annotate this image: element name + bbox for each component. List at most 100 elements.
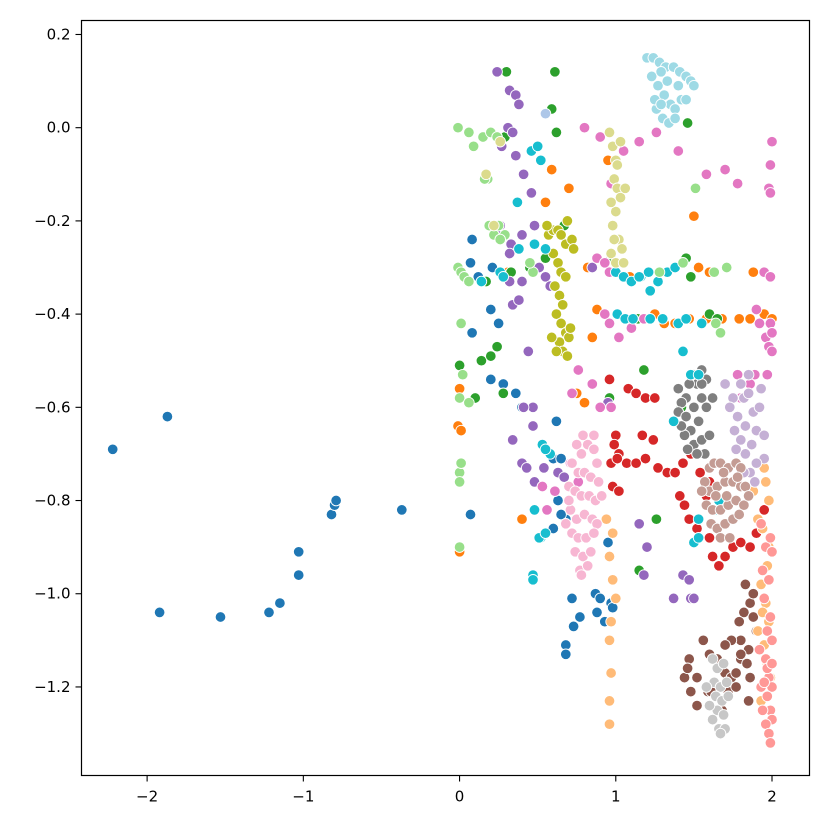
- data-point: [463, 396, 475, 409]
- data-point: [730, 681, 742, 693]
- data-point: [753, 643, 766, 656]
- data-point: [586, 378, 599, 390]
- data-point: [594, 131, 606, 143]
- data-point: [763, 574, 775, 586]
- data-point: [647, 434, 660, 446]
- data-point: [638, 569, 650, 581]
- data-point: [744, 541, 756, 553]
- data-point: [672, 79, 685, 92]
- data-point: [655, 98, 667, 111]
- data-point: [566, 387, 578, 400]
- data-point: [605, 247, 617, 260]
- data-point: [588, 429, 600, 442]
- data-point: [714, 727, 727, 740]
- y-tick-label: −0.2: [34, 212, 70, 230]
- data-point: [614, 191, 627, 204]
- data-point: [545, 163, 558, 176]
- data-point: [578, 396, 591, 409]
- data-point: [578, 121, 591, 134]
- data-point: [706, 653, 719, 665]
- data-point: [742, 368, 755, 381]
- data-point: [214, 611, 227, 623]
- data-point: [611, 452, 624, 465]
- data-point: [591, 457, 603, 469]
- data-point: [600, 513, 613, 525]
- data-point: [161, 410, 174, 423]
- data-point: [735, 648, 747, 661]
- data-point: [766, 634, 778, 647]
- data-point: [456, 368, 469, 381]
- data-point: [717, 466, 730, 479]
- data-point: [731, 177, 744, 190]
- data-point: [106, 443, 119, 456]
- data-point: [758, 676, 770, 689]
- data-point: [683, 653, 695, 665]
- data-point: [722, 690, 735, 703]
- data-point: [625, 322, 638, 334]
- data-point: [667, 592, 680, 605]
- data-point: [610, 205, 622, 218]
- data-point: [633, 135, 645, 148]
- data-point: [453, 476, 466, 488]
- data-point: [678, 499, 691, 511]
- data-point: [560, 271, 572, 283]
- data-point: [760, 476, 772, 488]
- data-point: [747, 611, 760, 623]
- data-point: [466, 327, 478, 339]
- data-point: [733, 313, 745, 325]
- data-point: [577, 429, 589, 442]
- data-point: [292, 546, 305, 558]
- data-point: [581, 560, 594, 572]
- data-point: [764, 532, 777, 544]
- data-point: [485, 350, 497, 362]
- data-point: [595, 490, 608, 502]
- data-point: [567, 620, 580, 633]
- data-point: [691, 522, 703, 535]
- data-point: [572, 364, 585, 376]
- data-point: [638, 364, 650, 376]
- data-point: [467, 140, 480, 153]
- data-point: [330, 494, 342, 507]
- data-point: [575, 569, 588, 581]
- data-point: [724, 401, 736, 414]
- data-point: [706, 392, 719, 404]
- data-point: [688, 79, 700, 92]
- data-point: [491, 340, 503, 353]
- y-tick-label: −0.4: [34, 305, 70, 323]
- data-point: [747, 266, 760, 278]
- data-point: [555, 452, 567, 465]
- data-point: [603, 317, 616, 330]
- data-point: [758, 592, 770, 605]
- y-tick-label: −1.0: [34, 585, 70, 603]
- data-point: [655, 66, 667, 78]
- data-point: [564, 504, 577, 516]
- data-point: [513, 294, 525, 306]
- data-point: [566, 592, 578, 605]
- data-point: [510, 149, 522, 162]
- data-point: [669, 112, 681, 125]
- data-point: [610, 592, 622, 605]
- data-point: [724, 532, 736, 544]
- data-point: [680, 93, 692, 106]
- data-point: [549, 280, 561, 292]
- data-point: [453, 392, 466, 404]
- data-point: [510, 387, 522, 400]
- data-point: [703, 429, 716, 442]
- data-point: [766, 546, 778, 558]
- data-point: [681, 662, 694, 675]
- data-point: [511, 196, 524, 209]
- data-point: [677, 457, 689, 469]
- data-point: [644, 313, 656, 325]
- data-point: [396, 504, 408, 516]
- data-point: [710, 317, 722, 330]
- data-point: [731, 410, 744, 423]
- data-point: [516, 229, 528, 241]
- data-point: [517, 168, 530, 181]
- data-point: [591, 606, 603, 619]
- data-point: [292, 569, 305, 581]
- data-point: [639, 452, 652, 465]
- data-point: [764, 271, 777, 283]
- data-point: [599, 308, 611, 320]
- data-point: [606, 527, 619, 539]
- data-point: [575, 448, 588, 460]
